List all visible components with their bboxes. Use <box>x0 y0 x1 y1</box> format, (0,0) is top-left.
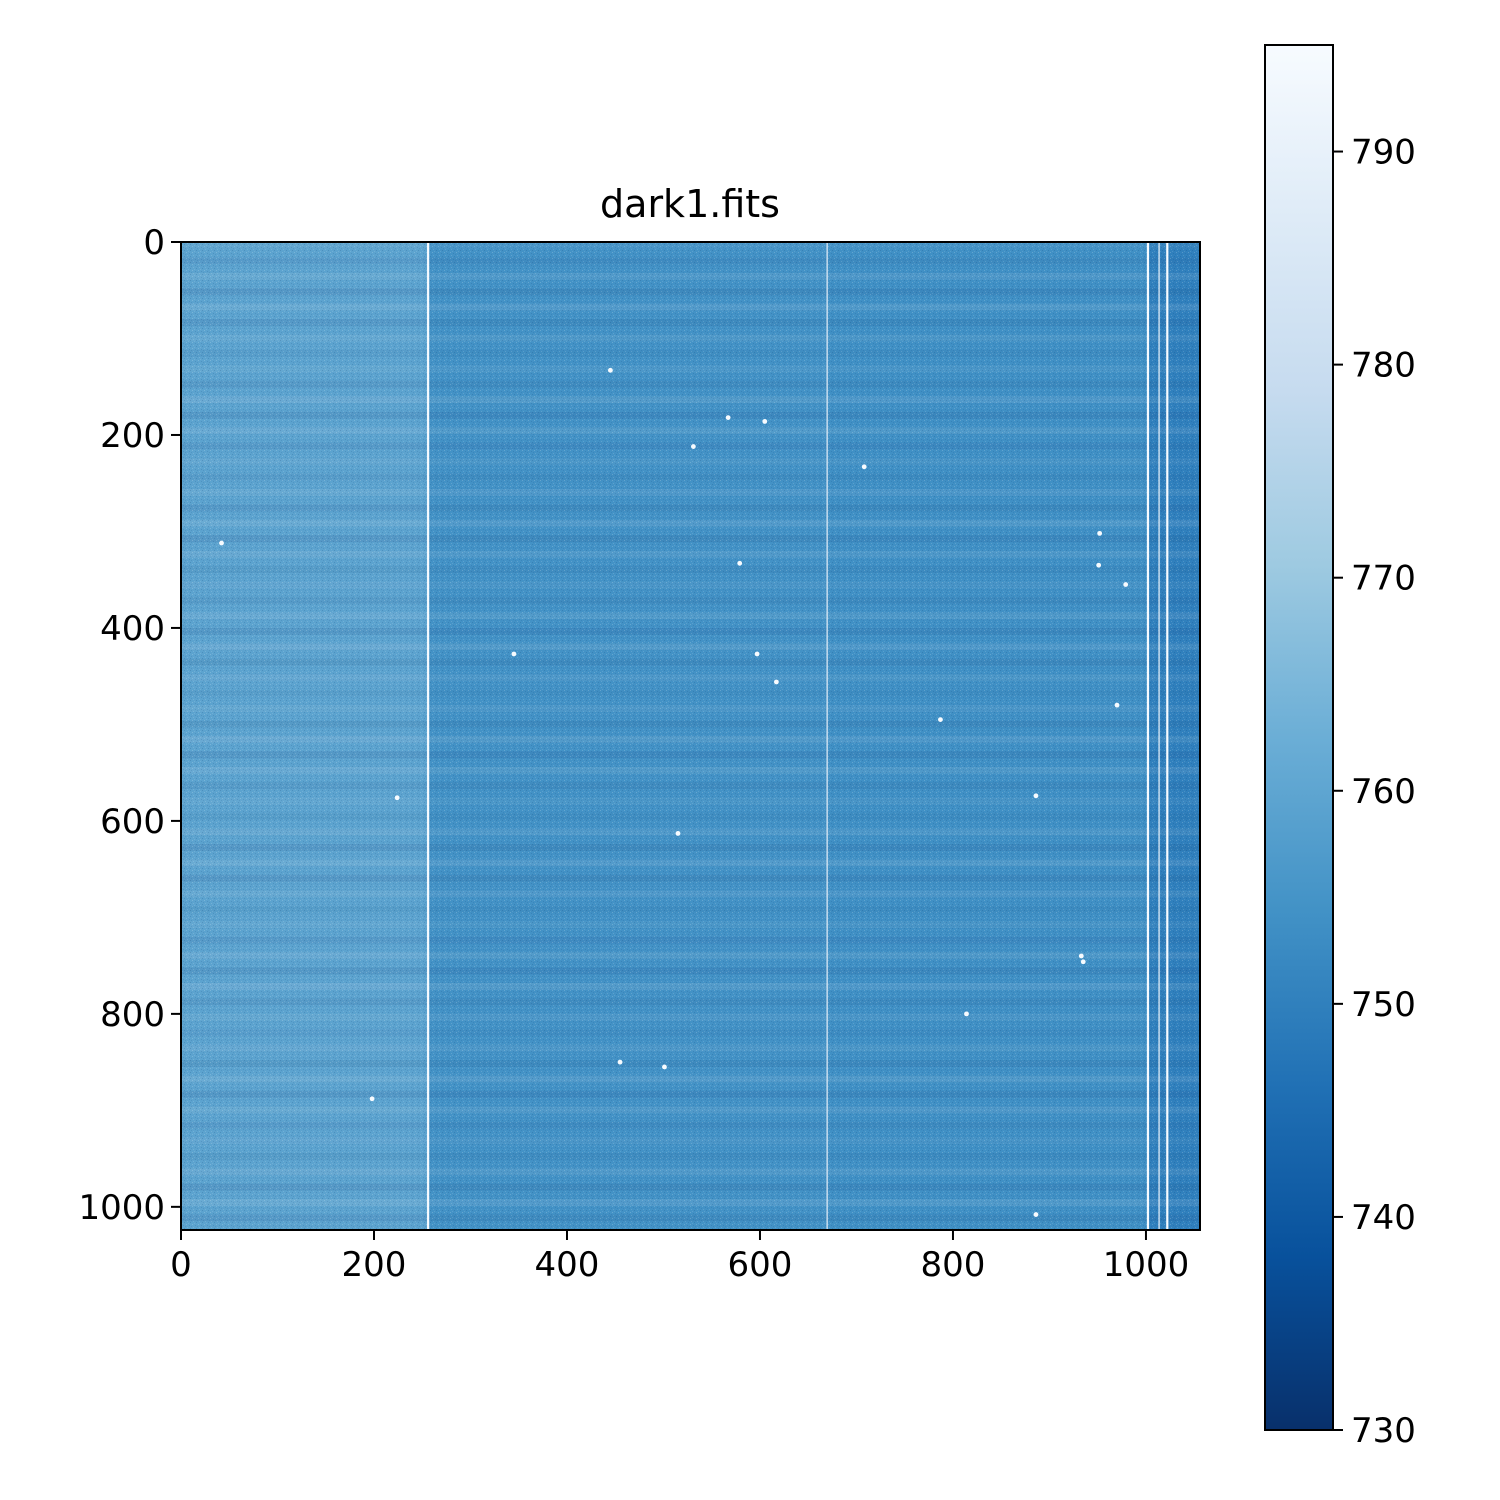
x-tick-label: 800 <box>921 1245 986 1285</box>
y-tick-label: 800 <box>100 995 165 1035</box>
hot-pixel <box>511 651 517 657</box>
y-tick-label: 400 <box>100 609 165 649</box>
x-tick-label: 400 <box>535 1245 600 1285</box>
y-tick-label: 600 <box>100 802 165 842</box>
hot-pixel <box>938 717 943 722</box>
bad-column <box>1158 242 1160 1230</box>
chart-title: dark1.fits <box>600 182 780 226</box>
y-axis: 0 200 400 600 800 1000 <box>78 223 181 1228</box>
colorbar-tick-label: 790 <box>1351 133 1416 173</box>
y-tick-label: 1000 <box>78 1188 165 1228</box>
colorbar-tick-label: 730 <box>1351 1411 1416 1451</box>
colorbar-tick-label: 750 <box>1351 985 1416 1025</box>
image-area <box>181 242 1200 1230</box>
hot-pixel <box>964 1011 969 1017</box>
hot-pixel <box>773 679 779 685</box>
y-tick-label: 0 <box>143 223 165 263</box>
hot-pixel <box>1033 793 1039 799</box>
hot-pixel <box>662 1064 667 1070</box>
hot-pixel <box>369 1096 375 1102</box>
hot-pixel <box>617 1059 623 1065</box>
x-tick-label: 0 <box>170 1245 192 1285</box>
y-tick-label: 200 <box>100 416 165 456</box>
colorbar-tick-label: 740 <box>1351 1198 1416 1238</box>
bad-column <box>1146 242 1150 1230</box>
hot-pixel <box>1114 702 1120 708</box>
x-tick-label: 1000 <box>1103 1245 1190 1285</box>
hot-pixel <box>861 464 867 470</box>
colorbar-axis: 730 740 750 760 770 780 790 <box>1333 133 1416 1451</box>
colorbar <box>1264 44 1334 1431</box>
hot-pixel <box>1080 959 1086 965</box>
hot-pixel <box>754 651 760 657</box>
x-tick-label: 600 <box>728 1245 793 1285</box>
colorbar-tick-label: 780 <box>1351 346 1416 386</box>
hot-pixel <box>1078 953 1084 959</box>
colorbar-tick-label: 760 <box>1351 772 1416 812</box>
hot-pixel <box>1033 1212 1039 1217</box>
hot-pixel <box>675 831 681 836</box>
x-tick-label: 200 <box>342 1245 407 1285</box>
bad-column <box>1166 242 1169 1230</box>
hot-pixel <box>1123 582 1129 587</box>
image-noise <box>181 242 1200 1230</box>
colorbar-tick-label: 770 <box>1351 559 1416 599</box>
hot-pixel <box>1097 530 1103 536</box>
hot-pixel <box>1096 562 1102 568</box>
hot-pixel <box>219 540 224 546</box>
hot-pixel <box>762 419 768 424</box>
hot-pixel <box>725 415 731 421</box>
bad-column <box>427 242 430 1230</box>
hot-pixel <box>737 560 743 566</box>
hot-pixel <box>690 444 696 449</box>
bad-column <box>826 242 828 1230</box>
x-axis: 0 200 400 600 800 1000 <box>170 1230 1189 1285</box>
hot-pixel <box>608 367 613 373</box>
hot-pixel <box>394 795 400 801</box>
plot-frame <box>180 241 1201 1231</box>
